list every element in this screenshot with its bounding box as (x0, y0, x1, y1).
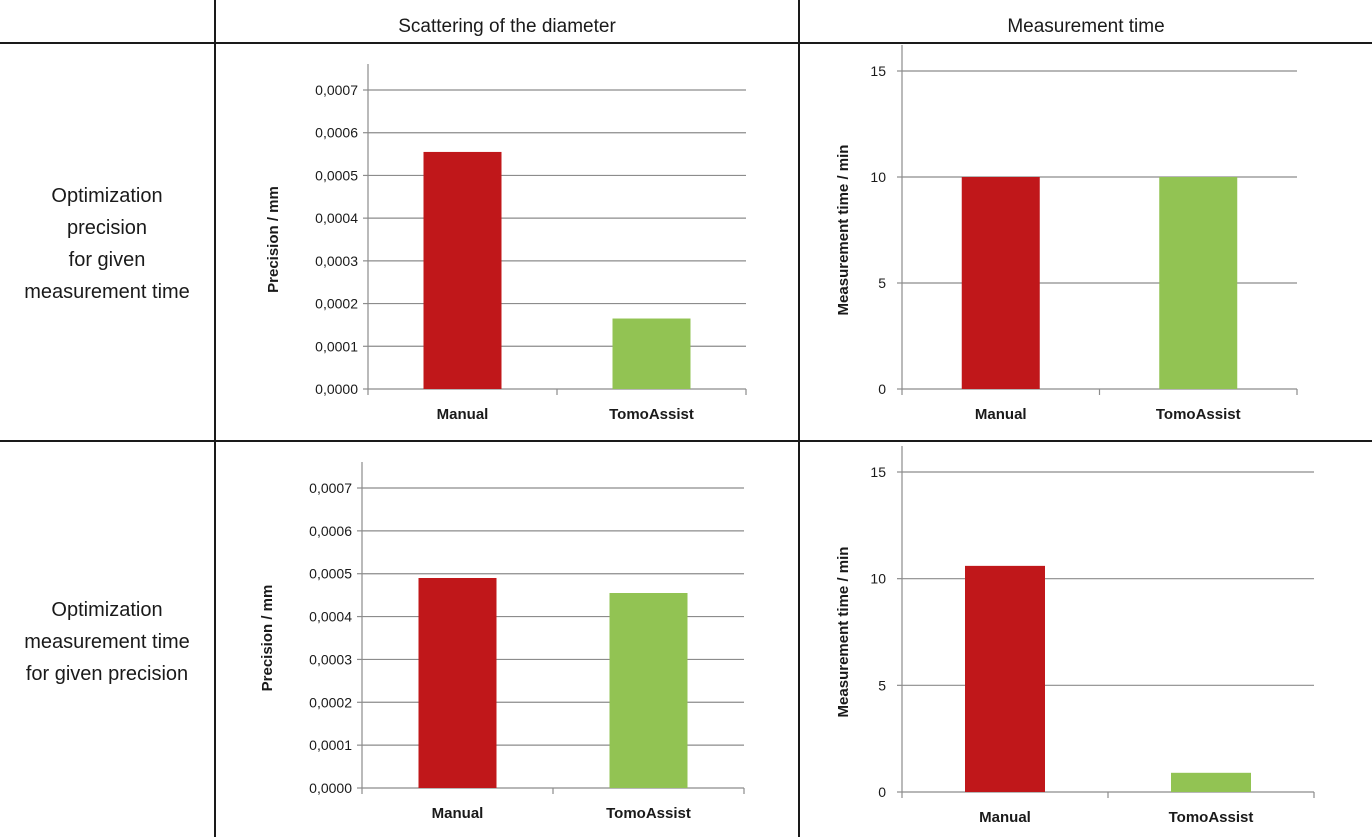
y-tick-label: 0,0003 (309, 651, 352, 667)
row-header-measurement-time: Optimization measurement time for given … (0, 594, 214, 690)
y-tick-label: 0,0004 (315, 210, 358, 226)
x-tick-label: TomoAssist (606, 805, 691, 822)
bar-manual (418, 578, 497, 788)
bar-manual (423, 151, 502, 389)
bar-tomoassist (612, 318, 691, 389)
y-tick-label: 10 (870, 571, 886, 587)
row-header-precision: Optimization precision for given measure… (0, 180, 214, 308)
y-tick-label: 0 (878, 381, 886, 397)
y-tick-label: 0,0007 (309, 480, 352, 496)
x-tick-label: Manual (437, 406, 489, 423)
y-tick-label: 0,0000 (315, 381, 358, 397)
row-header-line: Optimization (51, 185, 163, 207)
y-tick-label: 15 (870, 464, 886, 480)
x-tick-label: TomoAssist (609, 406, 694, 423)
y-tick-label: 5 (878, 275, 886, 291)
y-tick-label: 0,0001 (315, 338, 358, 354)
table-row-divider (0, 440, 1372, 442)
y-tick-label: 0,0003 (315, 253, 358, 269)
precision-chart-bottom: 0,0000 0,0001 0,0002 0,0003 0,0004 0,0005 0,00… (259, 462, 745, 822)
row-header-line: precision (66, 217, 148, 239)
bar-manual (965, 565, 1045, 792)
bar-tomoassist (1171, 772, 1251, 792)
y-tick-label: 0,0002 (315, 296, 358, 312)
y-tick-label: 10 (870, 169, 886, 185)
row-header-line: Optimization (51, 599, 163, 621)
y-tick-label: 0,0005 (309, 566, 352, 582)
table-left-divider (214, 0, 216, 837)
y-tick-label: 5 (878, 677, 886, 693)
row-header-line: for given precision (25, 663, 189, 685)
bar-tomoassist (609, 593, 688, 788)
row-header-line: measurement time (24, 631, 190, 653)
y-tick-label: 0,0004 (309, 609, 352, 625)
y-tick-label: 0,0006 (315, 125, 358, 141)
column-header-measurement-time: Measurement time (1007, 16, 1165, 37)
y-tick-label: 0,0001 (309, 737, 352, 753)
row-header-line: for given (68, 249, 146, 271)
y-tick-label: 0 (878, 784, 886, 800)
y-axis-label: Measurement time / min (835, 547, 852, 718)
precision-chart-top: 0,0000 0,0001 0,0002 0,0003 0,0004 0,0005 0,00… (265, 64, 747, 423)
x-tick-label: Manual (432, 805, 484, 822)
y-axis-label: Precision / mm (265, 186, 282, 293)
bar-tomoassist (1159, 177, 1238, 389)
y-tick-label: 0,0007 (315, 82, 358, 98)
y-axis-label: Measurement time / min (835, 145, 852, 316)
row-header-line: measurement time (24, 281, 190, 303)
y-tick-label: 0,0000 (309, 780, 352, 796)
y-tick-label: 0,0002 (309, 694, 352, 710)
bar-manual (961, 177, 1040, 389)
y-tick-label: 0,0006 (309, 523, 352, 539)
x-tick-label: Manual (975, 406, 1027, 423)
y-tick-label: 0,0005 (315, 167, 358, 183)
y-axis-label: Precision / mm (259, 585, 276, 692)
x-tick-label: Manual (979, 809, 1031, 826)
time-chart-top: 0 5 10 15 Manual TomoAssist Measurement time /… (835, 45, 1298, 423)
table-header-rule (0, 42, 1372, 44)
x-tick-label: TomoAssist (1169, 809, 1254, 826)
y-tick-label: 15 (870, 63, 886, 79)
time-chart-bottom: 0 5 10 15 Manual TomoAssist Measurement time /… (835, 446, 1315, 826)
column-header-scattering: Scattering of the diameter (398, 16, 616, 37)
x-tick-label: TomoAssist (1156, 406, 1241, 423)
table-middle-divider (798, 0, 800, 837)
